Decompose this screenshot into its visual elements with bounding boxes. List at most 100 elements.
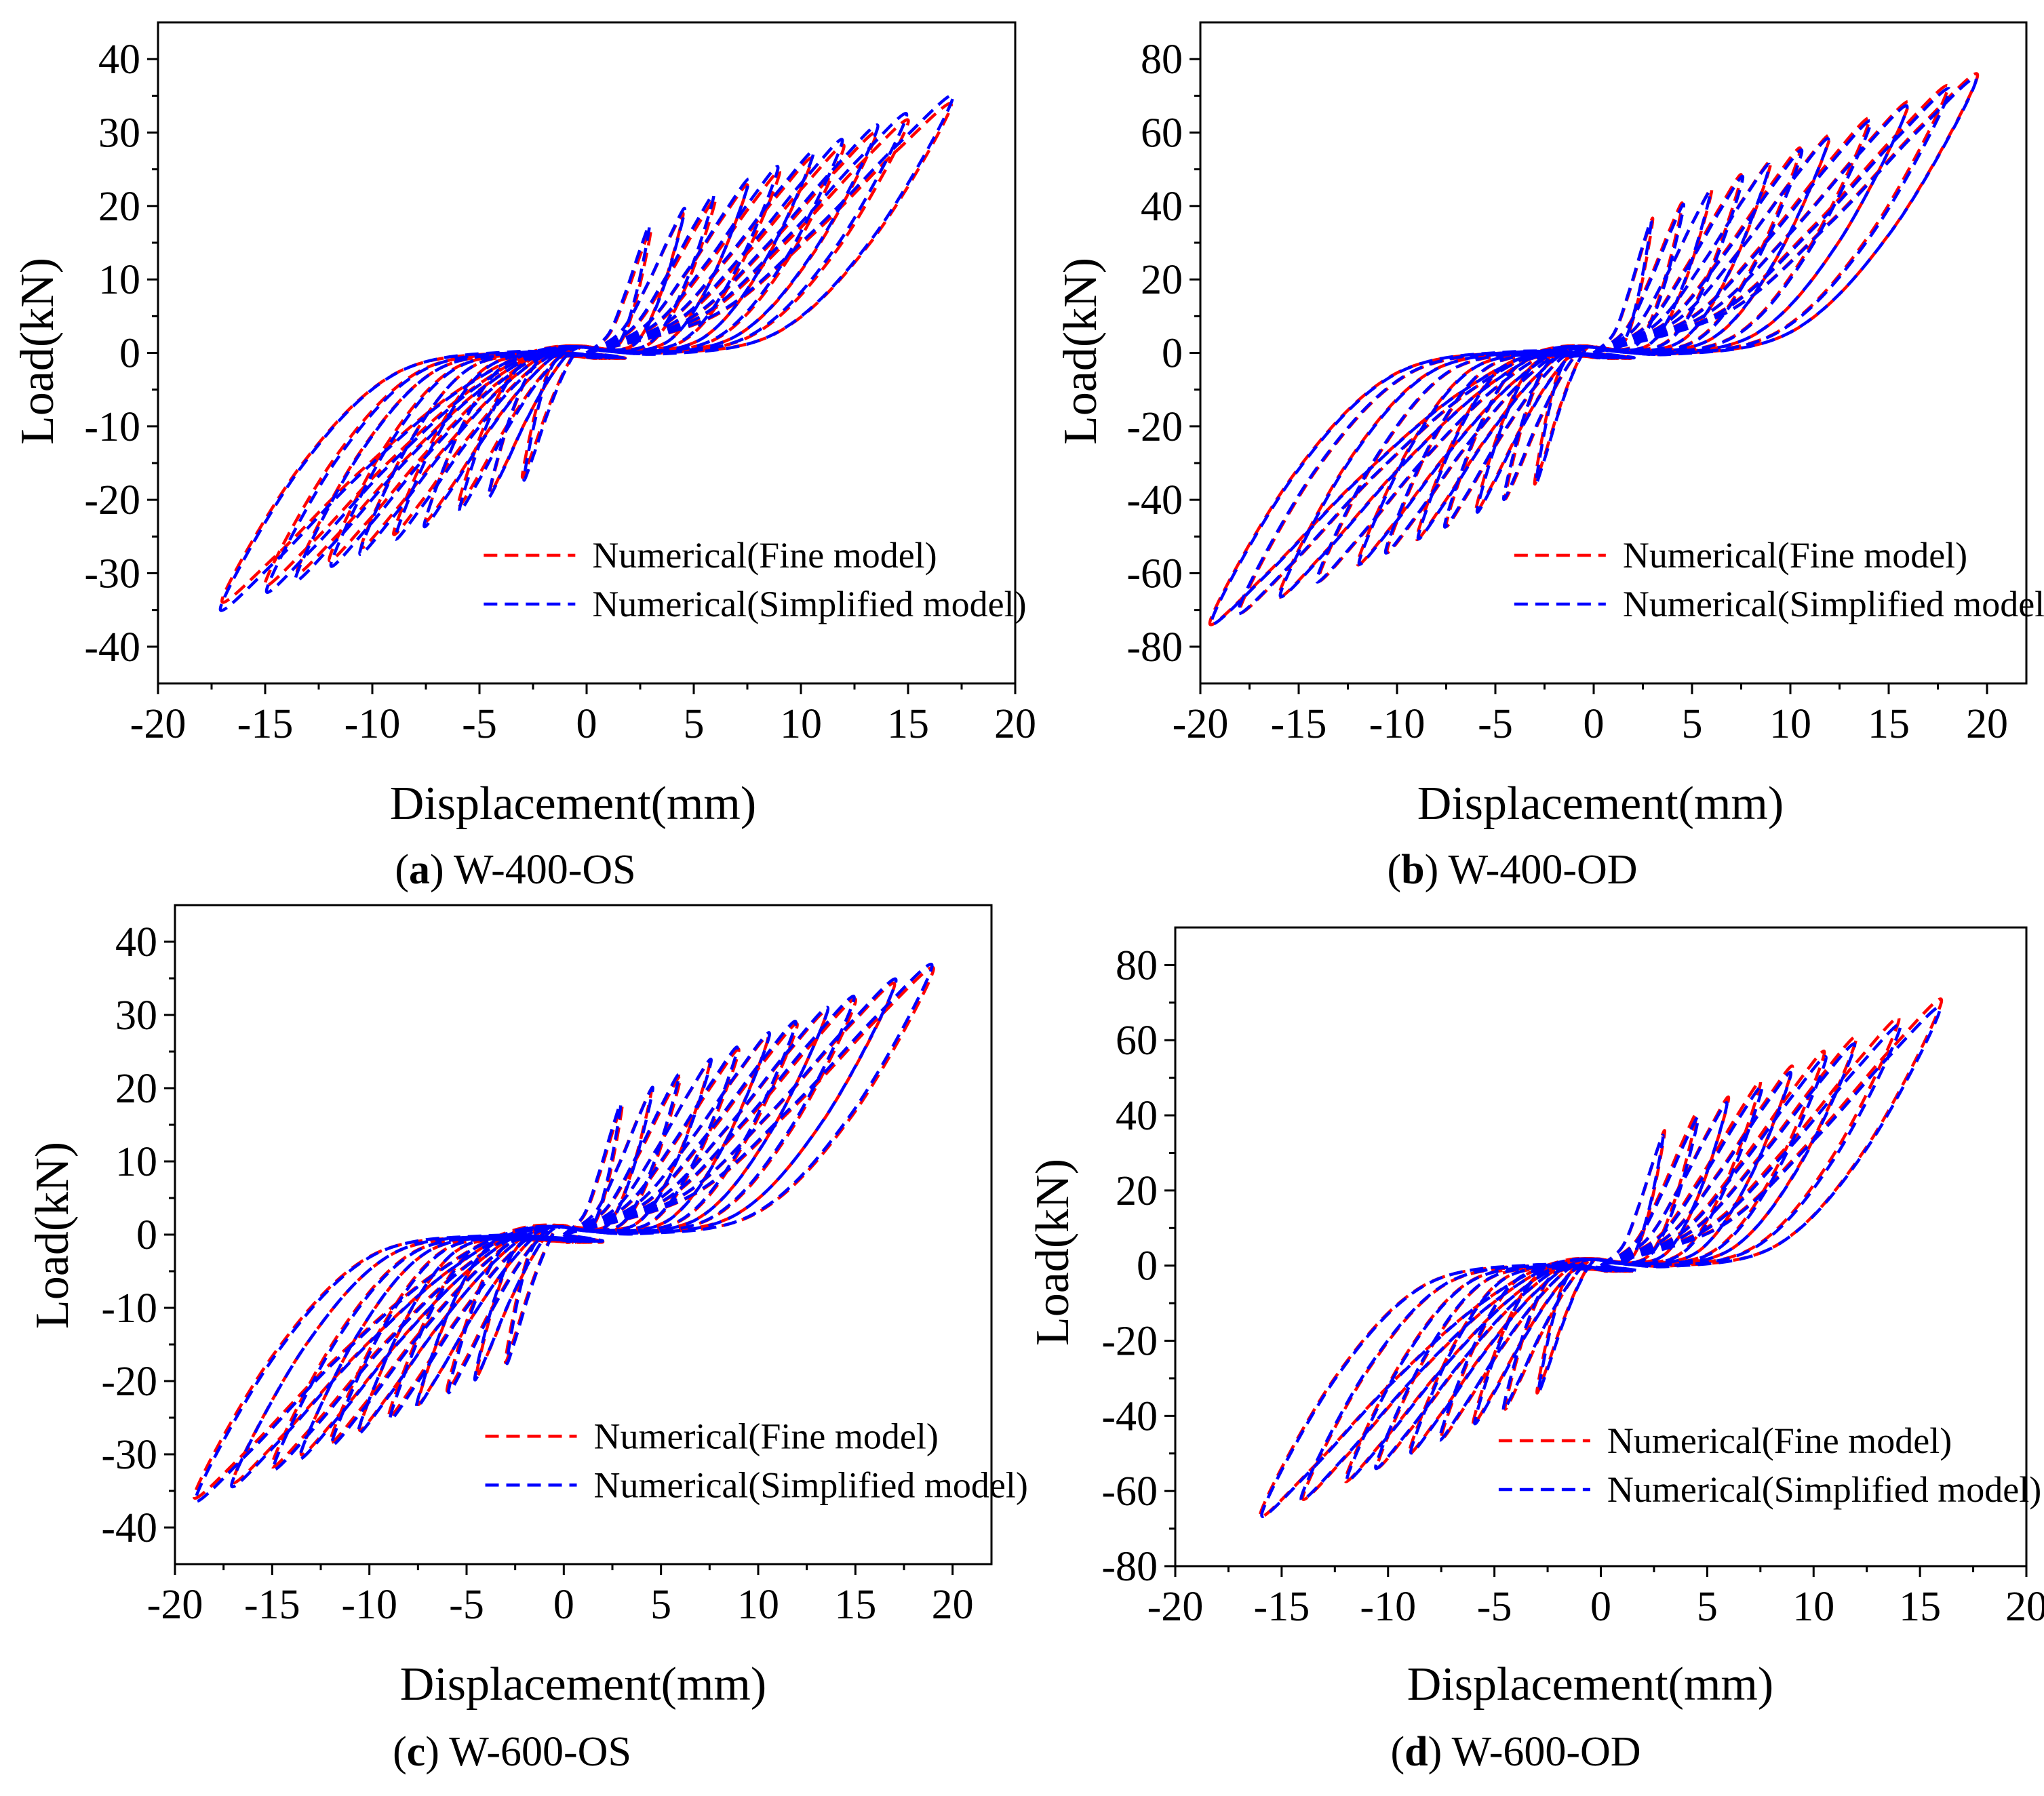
panel-c-data xyxy=(193,962,935,1503)
panel-b-ytick-label: -20 xyxy=(1126,404,1183,450)
panel-c-series-simplified xyxy=(194,962,934,1503)
panel-c-xtick-label: 10 xyxy=(737,1582,779,1628)
panel-b-xtick-label: 15 xyxy=(1868,701,1910,747)
panel-a-legend-label: Numerical(Fine model) xyxy=(592,535,937,576)
panel-c-ylabel: Load(kN) xyxy=(26,1142,79,1329)
panel-a-ytick-label: -40 xyxy=(84,624,140,671)
panel-b-caption: (b) W-400-OD xyxy=(1387,847,1637,893)
panel-d-ytick-label: -20 xyxy=(1101,1319,1158,1365)
panel-d-ytick-label: 0 xyxy=(1137,1243,1158,1290)
panel-d-xtick-label: 10 xyxy=(1792,1584,1834,1630)
panel-a-simplified-loop xyxy=(393,165,780,541)
panel-a-xlabel: Displacement(mm) xyxy=(390,778,756,830)
panel-d-xtick-label: -20 xyxy=(1147,1584,1204,1630)
panel-a-ytick-label: 30 xyxy=(98,111,140,157)
panel-b-simplified-loop xyxy=(1383,148,1804,555)
panel-a-xtick-label: -10 xyxy=(345,701,401,747)
panel-a-xtick-label: 5 xyxy=(684,701,705,747)
panel-c-caption-label: W-600-OS xyxy=(449,1729,631,1775)
panel-a-simplified-loop xyxy=(218,94,955,612)
panel-a-series-simplified xyxy=(218,94,955,612)
panel-a-xtick-label: -20 xyxy=(130,701,186,747)
panel-b-ytick-label: 0 xyxy=(1162,331,1183,377)
panel-d-xtick-label: -10 xyxy=(1360,1584,1416,1630)
panel-a-ytick-label: 20 xyxy=(98,184,140,230)
panel-b-ylabel: Load(kN) xyxy=(1055,258,1107,445)
panel-b-xtick-label: 5 xyxy=(1682,701,1703,747)
panel-d-data xyxy=(1258,997,1944,1519)
panel-c-fine-loop xyxy=(270,997,857,1469)
panel-c-xtick-label: 15 xyxy=(834,1582,876,1628)
panel-d-ytick-label: 80 xyxy=(1116,942,1158,989)
panel-a-simplified-loop xyxy=(422,177,751,529)
panel-c: Load(kN) Displacement(mm) (c) W-600-OS -… xyxy=(26,904,1028,1775)
panel-d-legend-label: Numerical(Fine model) xyxy=(1607,1420,1952,1461)
panel-b-caption-letter: b xyxy=(1401,847,1424,893)
panel-a-xtick-label: 10 xyxy=(780,701,822,747)
panel-c-ytick-label: -10 xyxy=(101,1285,157,1332)
panel-a-ytick-label: 10 xyxy=(98,257,140,303)
panel-d-xtick-label: 15 xyxy=(1899,1584,1941,1630)
panel-d-caption: (d) W-600-OD xyxy=(1390,1729,1640,1775)
panel-d-ytick-label: -80 xyxy=(1101,1544,1158,1590)
panel-c-ytick-label: 0 xyxy=(136,1212,157,1258)
panel-a-simplified-loop xyxy=(264,112,909,594)
panel-d: Load(kN) Displacement(mm) (d) W-600-OD -… xyxy=(1027,926,2044,1775)
panel-d-xlabel: Displacement(mm) xyxy=(1407,1658,1773,1711)
panel-a-simplified-loop xyxy=(487,207,686,499)
panel-b-xtick-label: -15 xyxy=(1271,701,1327,747)
panel-a-caption-label: W-400-OS xyxy=(454,847,636,893)
panel-a: Load(kN) Displacement(mm) (a) W-400-OS -… xyxy=(12,21,1036,893)
panel-b: Load(kN) Displacement(mm) (b) W-400-OD -… xyxy=(1055,21,2044,893)
panel-c-simplified-loop xyxy=(298,1005,830,1460)
panel-a-ylabel: Load(kN) xyxy=(12,258,64,445)
panel-d-simplified-loop xyxy=(1299,1022,1902,1502)
panel-d-simplified-loop xyxy=(1345,1042,1857,1483)
panel-b-simplified-loop xyxy=(1278,104,1909,599)
panel-d-xtick-label: -5 xyxy=(1477,1584,1512,1630)
panel-d-series-simplified xyxy=(1260,1005,1942,1518)
panel-b-simplified-loop xyxy=(1357,137,1830,566)
panel-d-xtick-label: 5 xyxy=(1697,1584,1718,1630)
panel-a-xtick-label: 15 xyxy=(887,701,929,747)
panel-c-xtick-label: -15 xyxy=(244,1582,300,1628)
panel-c-legend-label: Numerical(Simplified model) xyxy=(594,1464,1028,1505)
panel-b-ytick-label: -40 xyxy=(1126,477,1183,523)
panel-a-xtick-label: 0 xyxy=(576,701,597,747)
panel-b-ytick-label: 60 xyxy=(1141,111,1183,157)
panel-d-ytick-label: 60 xyxy=(1116,1018,1158,1064)
panel-a-ytick-label: 0 xyxy=(119,331,140,377)
panel-c-xtick-label: -10 xyxy=(341,1582,397,1628)
panel-a-ytick-label: -10 xyxy=(84,404,140,450)
panel-b-legend-label: Numerical(Simplified model) xyxy=(1623,584,2044,624)
panel-a-ytick-label: -30 xyxy=(84,551,140,597)
panel-d-caption-letter: d xyxy=(1404,1729,1428,1775)
panel-d-xtick-label: -15 xyxy=(1254,1584,1310,1630)
panel-b-xtick-label: 0 xyxy=(1584,701,1605,747)
panel-d-legend: Numerical(Fine model) Numerical(Simplifie… xyxy=(1498,1420,2041,1510)
panel-b-simplified-loop xyxy=(1475,190,1712,514)
panel-c-ytick-label: -20 xyxy=(101,1359,157,1405)
panel-c-simplified-loop xyxy=(230,977,898,1489)
panel-b-legend-label: Numerical(Fine model) xyxy=(1623,535,1967,576)
panel-c-xtick-label: 20 xyxy=(932,1582,974,1628)
panel-c-ytick-label: 20 xyxy=(115,1066,157,1112)
panel-b-data xyxy=(1208,72,1980,626)
panel-c-xtick-label: 5 xyxy=(650,1582,671,1628)
panel-a-xtick-label: -5 xyxy=(462,701,497,747)
panel-c-simplified-loop xyxy=(389,1045,739,1421)
panel-a-xtick-label: 20 xyxy=(994,701,1036,747)
panel-b-ytick-label: 40 xyxy=(1141,184,1183,230)
panel-d-simplified-loop xyxy=(1260,1005,1942,1518)
panel-b-caption-label: W-400-OD xyxy=(1449,847,1638,893)
panel-c-legend: Numerical(Fine model) Numerical(Simplifie… xyxy=(485,1416,1028,1505)
panel-b-ytick-label: 20 xyxy=(1141,257,1183,303)
panel-c-xlabel: Displacement(mm) xyxy=(400,1658,766,1711)
panel-c-ytick-label: -30 xyxy=(101,1432,157,1478)
panel-c-xtick-label: -5 xyxy=(449,1582,484,1628)
panel-c-ytick-label: -40 xyxy=(101,1505,157,1551)
panel-c-caption: (c) W-600-OS xyxy=(393,1729,631,1775)
panel-b-ytick-label: -80 xyxy=(1126,624,1183,671)
panel-d-ytick-label: -40 xyxy=(1101,1393,1158,1439)
